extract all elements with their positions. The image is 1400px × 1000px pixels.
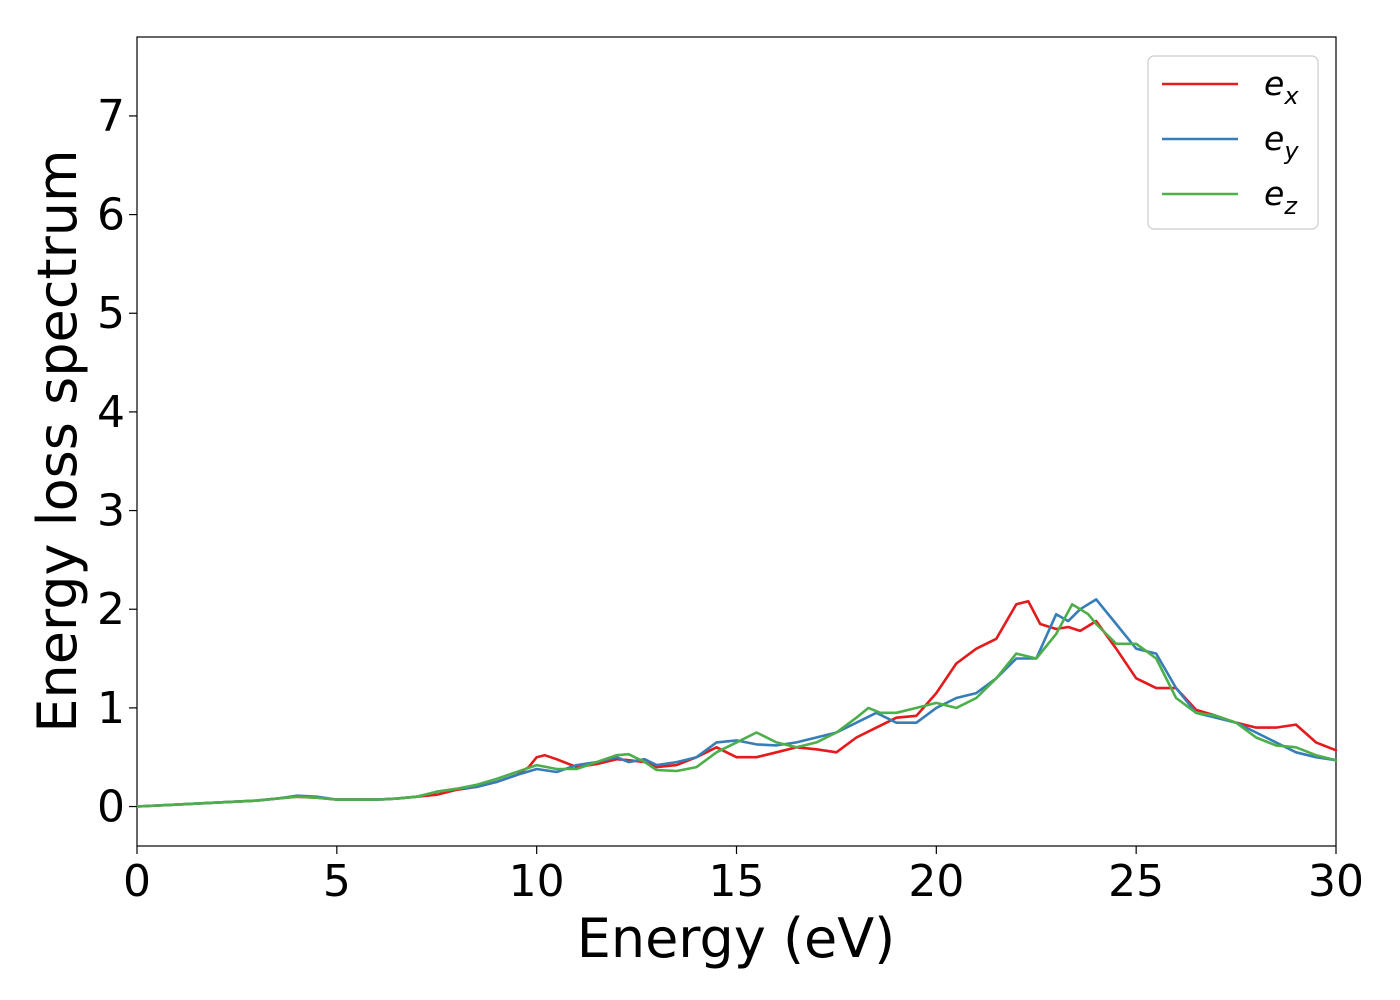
x-tick-label: 20 [908, 856, 964, 907]
x-ticks: 0 5 10 15 20 25 30 [123, 846, 1364, 907]
legend-label-base: e [1264, 119, 1284, 158]
legend-label-base: e [1264, 174, 1284, 213]
legend-label-subscript: y [1283, 137, 1299, 165]
y-tick-label: 4 [97, 387, 125, 438]
y-tick-label: 5 [97, 288, 125, 339]
legend-label-e-y: ey [1264, 119, 1299, 165]
x-tick-label: 15 [709, 856, 765, 907]
y-tick-label: 1 [97, 683, 125, 734]
series-line-e-z [135, 602, 1338, 808]
legend-label-subscript: x [1283, 82, 1299, 110]
x-tick-label: 0 [123, 856, 151, 907]
x-tick-label: 25 [1108, 856, 1164, 907]
y-tick-label: 2 [97, 584, 125, 635]
legend-box [1147, 55, 1319, 230]
y-axis-label: Energy loss spectrum [26, 149, 89, 732]
plot-frame [136, 36, 1337, 847]
plot-area: 0 5 10 15 20 25 30 0 1 2 3 4 5 6 7 [97, 36, 1364, 907]
y-tick-label: 3 [97, 486, 125, 537]
y-tick-label: 7 [97, 91, 125, 142]
y-ticks: 0 1 2 3 4 5 6 7 [97, 91, 137, 833]
x-tick-label: 10 [509, 856, 565, 907]
legend-label-e-z: ez [1264, 174, 1298, 220]
y-tick-label: 6 [97, 190, 125, 241]
legend-label-base: e [1264, 64, 1284, 103]
x-axis-label: Energy (eV) [577, 907, 896, 970]
x-tick-label: 30 [1308, 856, 1364, 907]
legend-label-e-x: ex [1264, 64, 1299, 110]
x-tick-label: 5 [323, 856, 351, 907]
y-tick-label: 0 [97, 782, 125, 833]
legend-label-subscript: z [1283, 192, 1298, 220]
series-layer [135, 598, 1338, 808]
